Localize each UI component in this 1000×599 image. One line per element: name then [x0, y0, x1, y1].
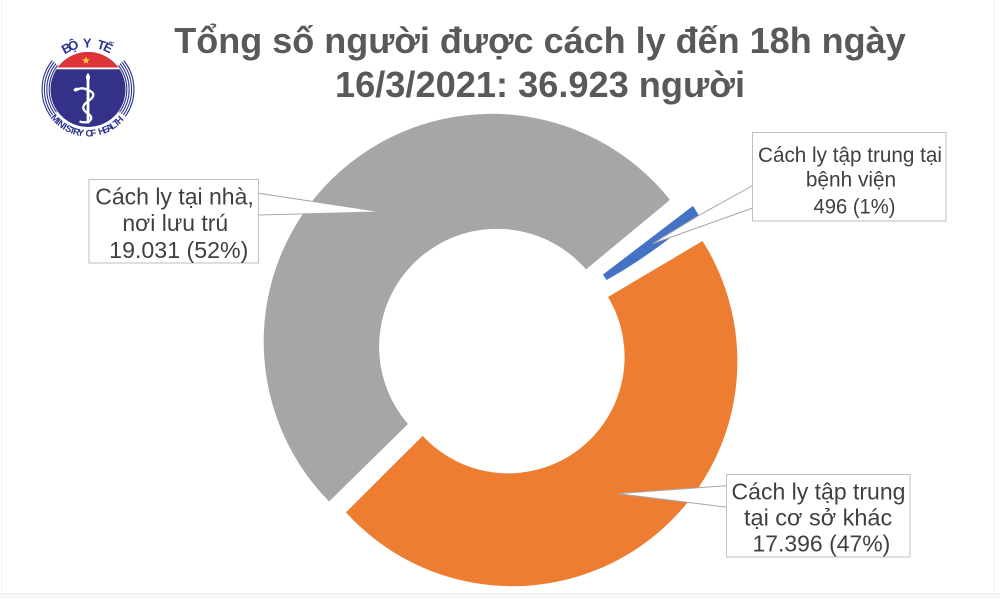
svg-text:A: A [104, 122, 115, 135]
svg-text:I: I [60, 122, 68, 133]
svg-text:Tổng số người được cách ly đến: Tổng số người được cách ly đến 18h ngày [174, 20, 905, 61]
svg-text:16/3/2021: 36.923 người: 16/3/2021: 36.923 người [335, 64, 745, 105]
svg-text:R: R [72, 126, 82, 138]
svg-text:Ộ: Ộ [66, 37, 80, 54]
svg-text:bệnh viện: bệnh viện [806, 169, 896, 192]
svg-text:E: E [101, 124, 111, 137]
svg-text:Cách ly tập trung tại: Cách ly tập trung tại [758, 144, 942, 167]
svg-text:Cách ly tại nhà,: Cách ly tại nhà, [95, 184, 254, 210]
svg-text:L: L [108, 120, 119, 132]
svg-text:T: T [111, 117, 123, 129]
svg-text:496 (1%): 496 (1%) [814, 195, 896, 218]
svg-text:Cách ly tập trung: Cách ly tập trung [732, 479, 906, 505]
svg-text:O: O [85, 128, 93, 139]
svg-text:19.031 (52%): 19.031 (52%) [109, 237, 248, 263]
svg-text:17.396 (47%): 17.396 (47%) [753, 531, 891, 557]
svg-text:Y: Y [83, 35, 92, 50]
svg-text:H: H [97, 125, 107, 138]
svg-text:T: T [68, 125, 78, 137]
svg-text:tại cơ sở khác: tại cơ sở khác [744, 505, 892, 531]
svg-text:F: F [90, 128, 97, 140]
svg-text:S: S [63, 123, 74, 136]
svg-text:I: I [53, 117, 62, 127]
svg-text:nơi lưu trú: nơi lưu trú [122, 210, 228, 236]
svg-text:Y: Y [77, 127, 86, 139]
